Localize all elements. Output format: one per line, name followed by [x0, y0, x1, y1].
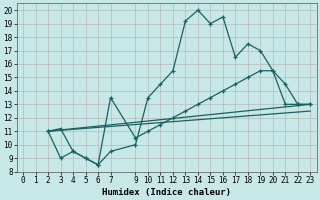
X-axis label: Humidex (Indice chaleur): Humidex (Indice chaleur): [102, 188, 231, 197]
